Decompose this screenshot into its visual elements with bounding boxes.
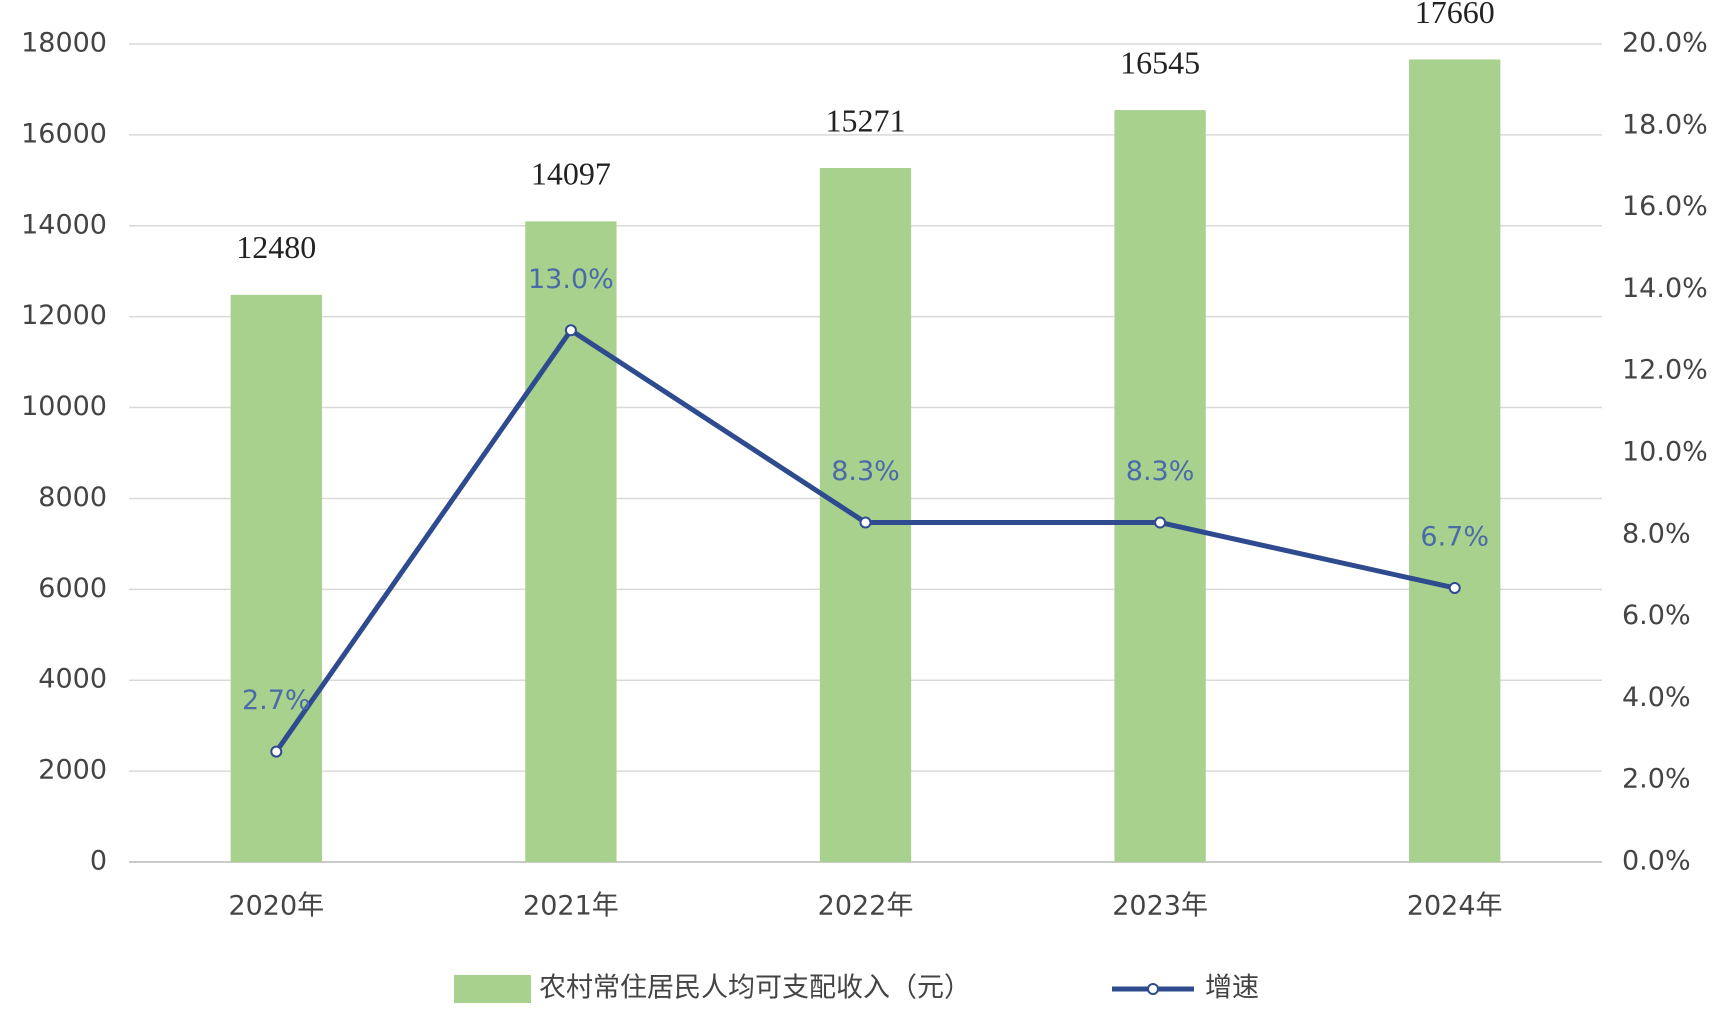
y2-tick-label: 0.0% xyxy=(1622,846,1691,877)
line-marker xyxy=(1448,581,1461,594)
legend-label: 增速 xyxy=(1205,973,1259,1004)
y2-tick-label: 16.0% xyxy=(1622,191,1708,222)
x-tick-label: 2021年 xyxy=(523,891,619,922)
legend-swatch xyxy=(454,975,531,1003)
x-tick-label: 2020年 xyxy=(228,891,324,922)
x-tick-label: 2022年 xyxy=(818,891,914,922)
y2-tick-label: 14.0% xyxy=(1622,273,1708,304)
bar xyxy=(1114,110,1206,863)
line-marker xyxy=(1154,516,1167,529)
bar-value-label: 16545 xyxy=(1120,44,1200,80)
bar-value-label: 17660 xyxy=(1415,0,1495,30)
y2-tick-label: 20.0% xyxy=(1622,28,1708,59)
y2-tick-label: 4.0% xyxy=(1622,682,1691,713)
bar-value-label: 12480 xyxy=(236,229,316,265)
y2-tick-label: 10.0% xyxy=(1622,437,1708,468)
y2-tick-label: 18.0% xyxy=(1622,109,1708,140)
x-tick-label: 2023年 xyxy=(1112,891,1208,922)
y-tick-label: 16000 xyxy=(21,118,107,149)
y2-tick-label: 12.0% xyxy=(1622,355,1708,386)
y2-tick-label: 2.0% xyxy=(1622,764,1691,795)
bar-value-label: 14097 xyxy=(531,156,611,192)
line-value-label: 8.3% xyxy=(831,456,900,487)
legend-label: 农村常住居民人均可支配收入（元） xyxy=(539,973,971,1004)
y-tick-label: 18000 xyxy=(21,28,107,59)
line-marker xyxy=(859,516,872,529)
y-tick-label: 10000 xyxy=(21,391,107,422)
line-value-label: 6.7% xyxy=(1420,521,1489,552)
bar xyxy=(230,294,322,862)
bar xyxy=(819,168,912,862)
line-value-label: 13.0% xyxy=(528,264,614,295)
y-tick-label: 2000 xyxy=(38,755,107,786)
bar-value-label: 15271 xyxy=(826,102,906,138)
legend-swatch xyxy=(1147,983,1159,995)
y2-tick-label: 6.0% xyxy=(1622,600,1691,631)
y-tick-label: 6000 xyxy=(38,573,107,604)
line-marker xyxy=(564,324,577,337)
bar xyxy=(525,221,617,863)
line-value-label: 8.3% xyxy=(1126,456,1195,487)
x-tick-label: 2024年 xyxy=(1407,891,1503,922)
y2-tick-label: 8.0% xyxy=(1622,518,1691,549)
y-tick-label: 0 xyxy=(90,846,107,877)
y-tick-label: 8000 xyxy=(38,482,107,513)
bar xyxy=(1409,59,1501,862)
y-tick-label: 12000 xyxy=(21,300,107,331)
y-tick-label: 4000 xyxy=(38,664,107,695)
y-tick-label: 14000 xyxy=(21,209,107,240)
line-marker xyxy=(270,745,283,758)
line-value-label: 2.7% xyxy=(242,685,311,716)
